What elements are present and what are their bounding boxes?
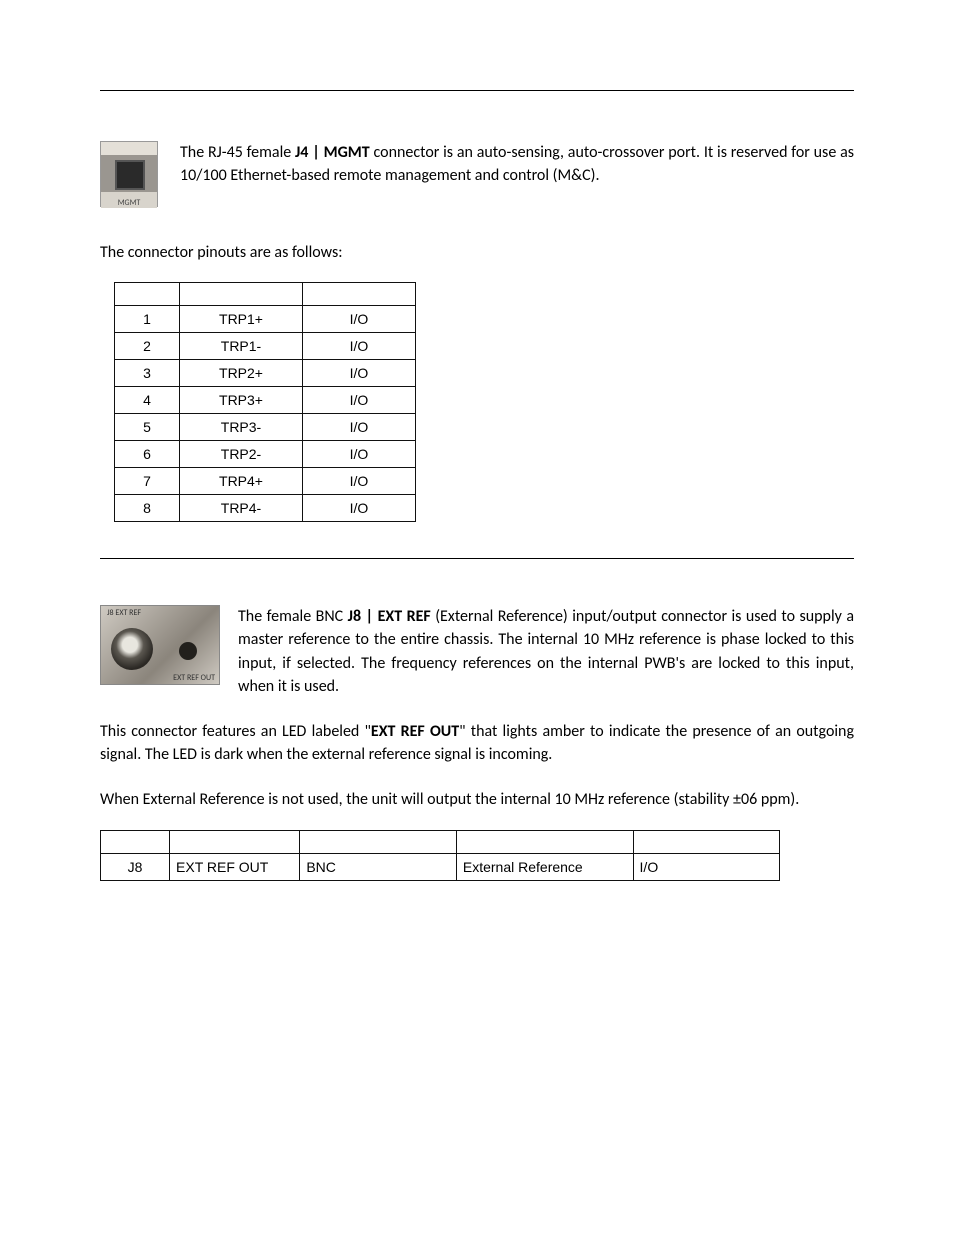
cell: 2 <box>115 333 180 360</box>
sec2-p2-pre: This connector features an LED labeled " <box>100 722 371 741</box>
j4-mgmt-thumbnail: MGMT <box>100 141 158 207</box>
cell: TRP3- <box>180 414 303 441</box>
ref-h1 <box>101 830 170 853</box>
j8-thumb-bottom-label: EXT REF OUT <box>173 674 215 682</box>
ref-h2 <box>170 830 300 853</box>
cell: EXT REF OUT <box>170 853 300 880</box>
cell: TRP3+ <box>180 387 303 414</box>
j8-thumb-top-label: J8 EXT REF <box>107 608 141 618</box>
pin-h1 <box>115 283 180 306</box>
sec1-intro-row: MGMT The RJ-45 female J4 | MGMT connecto… <box>100 141 854 207</box>
sec2-p2: This connector features an LED labeled "… <box>100 720 854 766</box>
ref-h4 <box>456 830 633 853</box>
sec1-intro-pre: The RJ-45 female <box>180 143 295 162</box>
sec2-p1-bold: J8 | EXT REF <box>348 607 431 626</box>
cell: I/O <box>303 441 416 468</box>
sec1-intro-bold: J4 | MGMT <box>295 143 370 162</box>
cell: I/O <box>303 495 416 522</box>
cell: I/O <box>303 333 416 360</box>
pinout-header-row <box>115 283 416 306</box>
top-rule <box>100 90 854 91</box>
ref-header-row <box>101 830 780 853</box>
mid-rule <box>100 558 854 559</box>
cell: I/O <box>303 468 416 495</box>
cell: 3 <box>115 360 180 387</box>
cell: I/O <box>303 360 416 387</box>
table-row: 7TRP4+I/O <box>115 468 416 495</box>
sec2-intro-row: J8 EXT REF EXT REF OUT The female BNC J8… <box>100 605 854 698</box>
cell: BNC <box>300 853 457 880</box>
cell: J8 <box>101 853 170 880</box>
cell: I/O <box>303 306 416 333</box>
cell: 5 <box>115 414 180 441</box>
ref-table: J8 EXT REF OUT BNC External Reference I/… <box>100 830 780 881</box>
table-row: 5TRP3-I/O <box>115 414 416 441</box>
cell: I/O <box>633 853 779 880</box>
pin-h2 <box>180 283 303 306</box>
cell: TRP2- <box>180 441 303 468</box>
j8-extref-thumbnail: J8 EXT REF EXT REF OUT <box>100 605 220 685</box>
sec2-p1-pre: The female BNC <box>238 607 348 626</box>
cell: TRP1- <box>180 333 303 360</box>
table-row: 4TRP3+I/O <box>115 387 416 414</box>
pinout-table: 1TRP1+I/O 2TRP1-I/O 3TRP2+I/O 4TRP3+I/O … <box>114 282 416 522</box>
cell: TRP4+ <box>180 468 303 495</box>
table-row: 3TRP2+I/O <box>115 360 416 387</box>
sec2-p3: When External Reference is not used, the… <box>100 788 854 811</box>
table-row: 1TRP1+I/O <box>115 306 416 333</box>
table-row: 8TRP4-I/O <box>115 495 416 522</box>
sec1-intro-paragraph: The RJ-45 female J4 | MGMT connector is … <box>180 141 854 187</box>
cell: I/O <box>303 387 416 414</box>
cell: 7 <box>115 468 180 495</box>
sec2-p1: The female BNC J8 | EXT REF (External Re… <box>238 605 854 698</box>
cell: External Reference <box>456 853 633 880</box>
cell: 8 <box>115 495 180 522</box>
cell: TRP1+ <box>180 306 303 333</box>
table-row: 6TRP2-I/O <box>115 441 416 468</box>
cell: 4 <box>115 387 180 414</box>
cell: TRP2+ <box>180 360 303 387</box>
cell: I/O <box>303 414 416 441</box>
table-row: J8 EXT REF OUT BNC External Reference I/… <box>101 853 780 880</box>
cell: 6 <box>115 441 180 468</box>
ref-h3 <box>300 830 457 853</box>
ref-h5 <box>633 830 779 853</box>
pin-h3 <box>303 283 416 306</box>
cell: TRP4- <box>180 495 303 522</box>
pinout-intro: The connector pinouts are as follows: <box>100 241 854 264</box>
cell: 1 <box>115 306 180 333</box>
sec2-p2-bold: EXT REF OUT <box>371 722 459 741</box>
table-row: 2TRP1-I/O <box>115 333 416 360</box>
j4-thumb-label: MGMT <box>101 198 157 208</box>
